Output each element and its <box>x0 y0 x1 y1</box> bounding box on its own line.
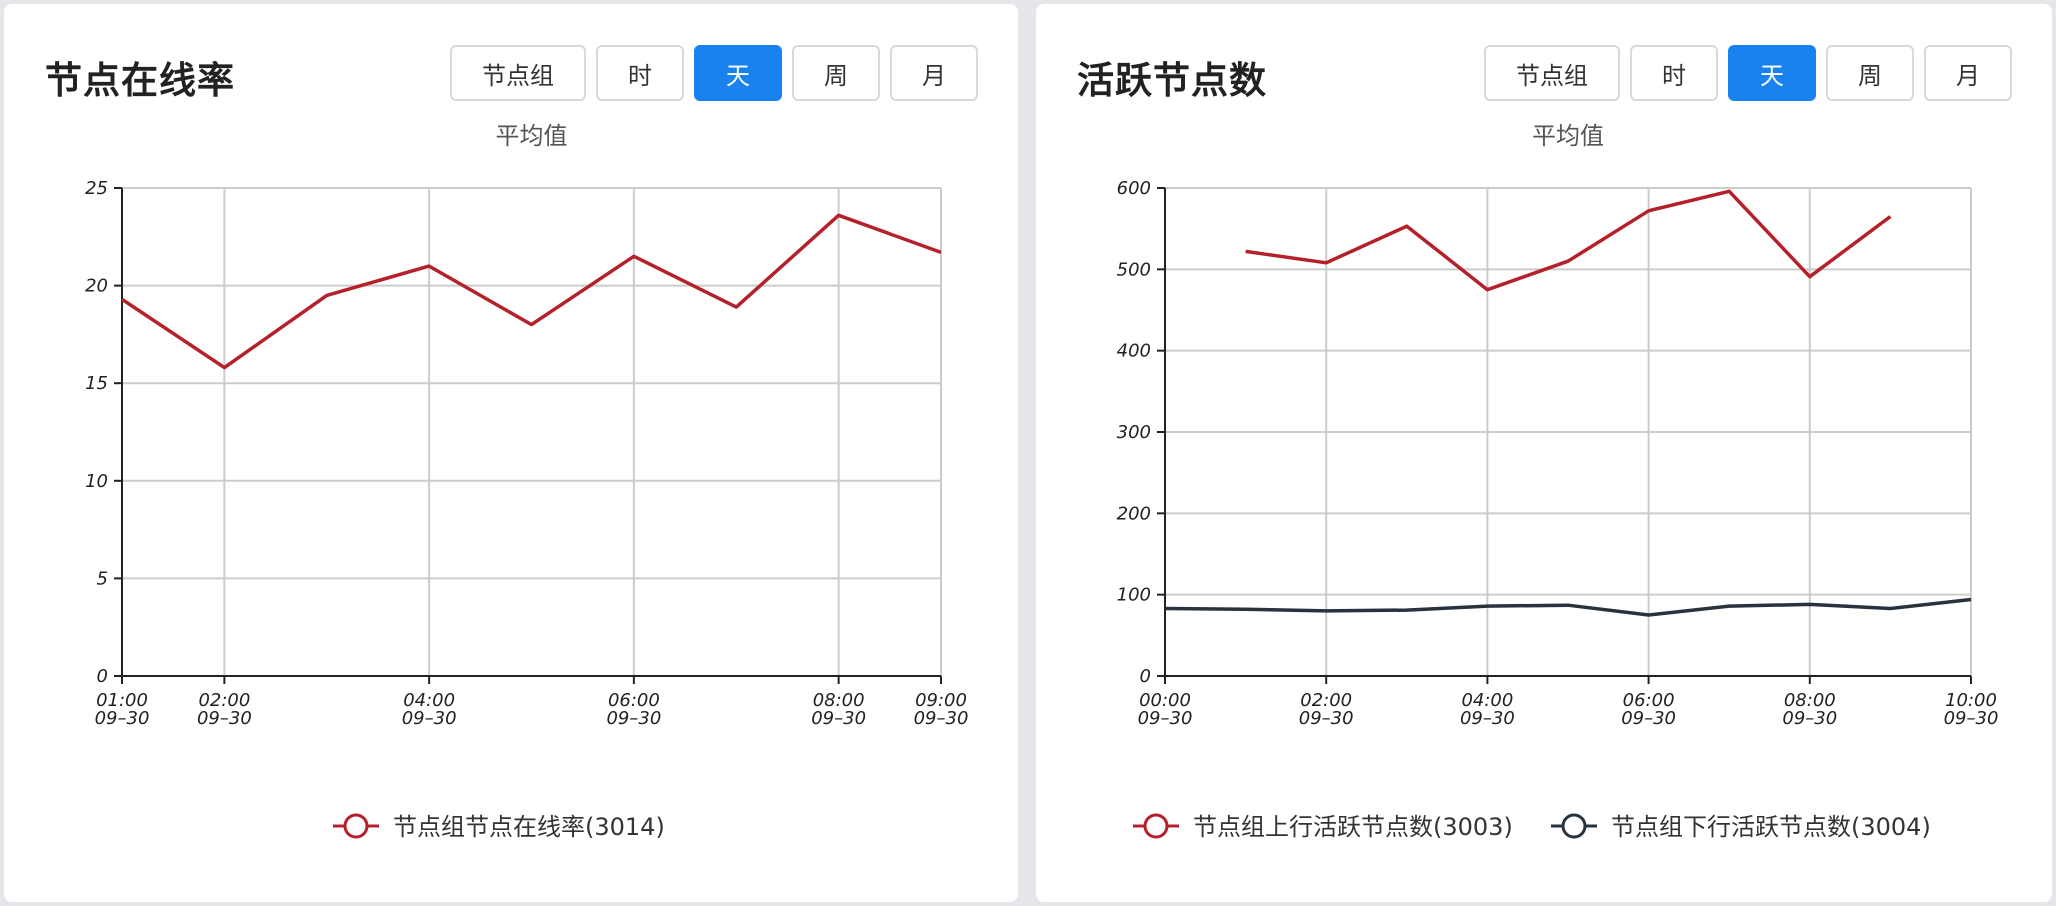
online-rate-chart: 平均值051015202501:0009–3002:0009–3004:0009… <box>85 122 969 841</box>
x-tick-date-label: 09–30 <box>1944 708 1999 729</box>
x-tick-time-label: 02:00 <box>1300 690 1352 711</box>
x-tick-time-label: 08:00 <box>813 690 865 711</box>
x-tick-date-label: 09–30 <box>606 708 661 729</box>
legend-item-0: 节点组上行活跃节点数(3003) <box>1133 813 1513 841</box>
legend-circle-icon <box>1561 813 1587 839</box>
panel-title: 活跃节点数 <box>1077 59 1267 102</box>
chart-subtitle: 平均值 <box>496 122 568 150</box>
legend-label: 节点组下行活跃节点数(3004) <box>1611 813 1931 841</box>
week-button[interactable]: 周 <box>792 45 880 101</box>
x-tick-date-label: 09–30 <box>197 708 252 729</box>
online-rate-panel: 节点在线率 节点组 时 天 周 月 平均值 0 5 10 15 20 25 01:00 09–3… <box>4 4 1018 902</box>
x-tick-date-label: 09–30 <box>95 708 150 729</box>
hour-button[interactable]: 时 <box>1630 45 1718 101</box>
y-tick-label: 5 <box>97 568 108 589</box>
node-group-button[interactable]: 节点组 <box>450 45 586 101</box>
x-tick-date-label: 09–30 <box>1621 708 1676 729</box>
x-tick-time-label: 04:00 <box>1461 690 1513 711</box>
x-tick-time-label: 01:00 <box>96 690 148 711</box>
month-button[interactable]: 月 <box>890 45 978 101</box>
x-tick-time-label: 06:00 <box>608 690 660 711</box>
x-tick-date-label: 09–30 <box>914 708 969 729</box>
y-tick-label: 0 <box>1140 666 1151 687</box>
y-tick-label: 600 <box>1117 178 1151 199</box>
active-nodes-chart: 平均值010020030040050060000:0009–3002:0009–… <box>1117 122 1999 841</box>
x-tick-date-label: 09–30 <box>1299 708 1354 729</box>
x-tick-date-label: 09–30 <box>402 708 457 729</box>
legend-label: 节点组节点在线率(3014) <box>393 813 665 841</box>
y-tick-label: 15 <box>85 373 108 394</box>
x-tick-time-label: 02:00 <box>198 690 250 711</box>
legend-item-1: 节点组下行活跃节点数(3004) <box>1551 813 1931 841</box>
x-tick-date-label: 09–30 <box>811 708 866 729</box>
series-line-0 <box>121 213 942 370</box>
x-tick-time-label: 00:00 <box>1139 690 1191 711</box>
x-tick-time-label: 06:00 <box>1623 690 1675 711</box>
y-tick-label: 100 <box>1117 585 1151 606</box>
time-range-button-group: 节点组 时 天 周 月 <box>440 45 978 101</box>
y-tick-label: 500 <box>1117 259 1151 280</box>
panel-title: 节点在线率 <box>45 59 235 102</box>
y-tick-label: 10 <box>85 471 108 492</box>
y-tick-label: 400 <box>1117 341 1151 362</box>
y-tick-label: 25 <box>85 178 108 199</box>
y-tick-label: 20 <box>85 276 108 297</box>
x-tick-time-label: 08:00 <box>1784 690 1836 711</box>
legend-circle-icon <box>1143 813 1169 839</box>
x-tick-time-label: 10:00 <box>1945 690 1997 711</box>
x-tick-date-label: 09–30 <box>1138 708 1193 729</box>
y-tick-label: 300 <box>1117 422 1151 443</box>
legend-circle-icon <box>343 813 369 839</box>
hour-button[interactable]: 时 <box>596 45 684 101</box>
y-tick-label: 200 <box>1117 503 1151 524</box>
x-tick-time-label: 04:00 <box>403 690 455 711</box>
series-line-1 <box>1164 597 1972 617</box>
month-button[interactable]: 月 <box>1924 45 2012 101</box>
x-tick-date-label: 09–30 <box>1460 708 1515 729</box>
series-line-0 <box>1245 189 1892 292</box>
node-group-button[interactable]: 节点组 <box>1484 45 1620 101</box>
time-range-button-group: 节点组 时 天 周 月 <box>1474 45 2012 101</box>
chart-subtitle: 平均值 <box>1532 122 1604 150</box>
x-tick-time-label: 09:00 <box>915 690 967 711</box>
active-nodes-panel: 活跃节点数 节点组 时 天 周 月 平均值 0 100 200 300 400 500 600… <box>1036 4 2052 902</box>
x-tick-date-label: 09–30 <box>1782 708 1837 729</box>
day-button[interactable]: 天 <box>1728 45 1816 101</box>
day-button[interactable]: 天 <box>694 45 782 101</box>
week-button[interactable]: 周 <box>1826 45 1914 101</box>
legend-item-0: 节点组节点在线率(3014) <box>333 813 665 841</box>
legend-label: 节点组上行活跃节点数(3003) <box>1193 813 1513 841</box>
y-tick-label: 0 <box>97 666 108 687</box>
